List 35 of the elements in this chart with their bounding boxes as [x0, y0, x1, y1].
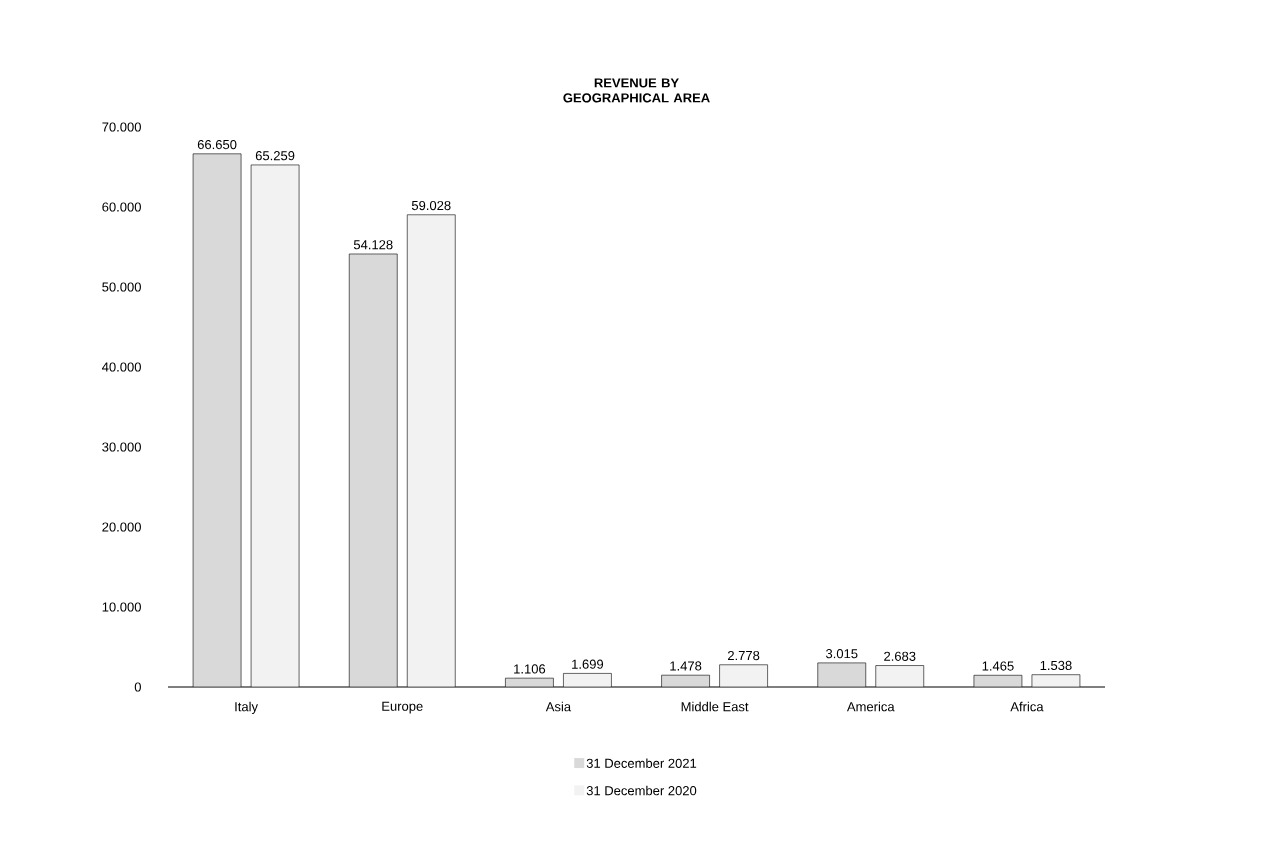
bar — [719, 664, 768, 687]
y-tick-label: 50.000 — [102, 282, 141, 292]
chart-title: REVENUE BY GEOGRAPHICAL AREA — [563, 78, 710, 103]
y-tick-label: 40.000 — [102, 362, 141, 372]
data-label: 1.106 — [514, 664, 546, 674]
y-tick-label: 60.000 — [102, 202, 141, 212]
data-label: 2.683 — [884, 651, 916, 661]
x-tick-label: America — [846, 701, 895, 712]
y-tick-label: 0 — [134, 682, 141, 692]
x-tick-label: Middle East — [681, 701, 749, 712]
y-tick-label: 30.000 — [102, 442, 141, 452]
bar — [348, 253, 398, 687]
data-label: 1.538 — [1040, 660, 1072, 671]
data-label: 3.015 — [825, 649, 858, 659]
bar — [875, 665, 925, 687]
y-tick-label: 10.000 — [102, 602, 141, 612]
bar — [406, 214, 456, 687]
legend-label: 31 December 2020 — [586, 785, 697, 796]
bar — [192, 153, 242, 687]
x-tick-label: Europe — [382, 701, 423, 714]
data-label: 65.259 — [255, 151, 295, 161]
data-label: 1.478 — [670, 661, 702, 671]
y-tick-label: 20.000 — [102, 522, 141, 532]
x-tick-label: Africa — [1010, 701, 1044, 712]
data-label: 2.778 — [727, 650, 760, 661]
legend-label: 31 December 2021 — [586, 758, 697, 768]
data-label: 59.028 — [411, 200, 451, 211]
y-tick-label: 70.000 — [102, 122, 141, 132]
x-tick-label: Asia — [545, 701, 572, 712]
data-label: 1.465 — [982, 661, 1014, 671]
data-label: 1.699 — [572, 659, 604, 669]
data-label: 54.128 — [353, 240, 393, 250]
x-tick-label: Italy — [235, 701, 258, 714]
bar — [250, 164, 300, 687]
data-label: 66.650 — [197, 139, 237, 150]
